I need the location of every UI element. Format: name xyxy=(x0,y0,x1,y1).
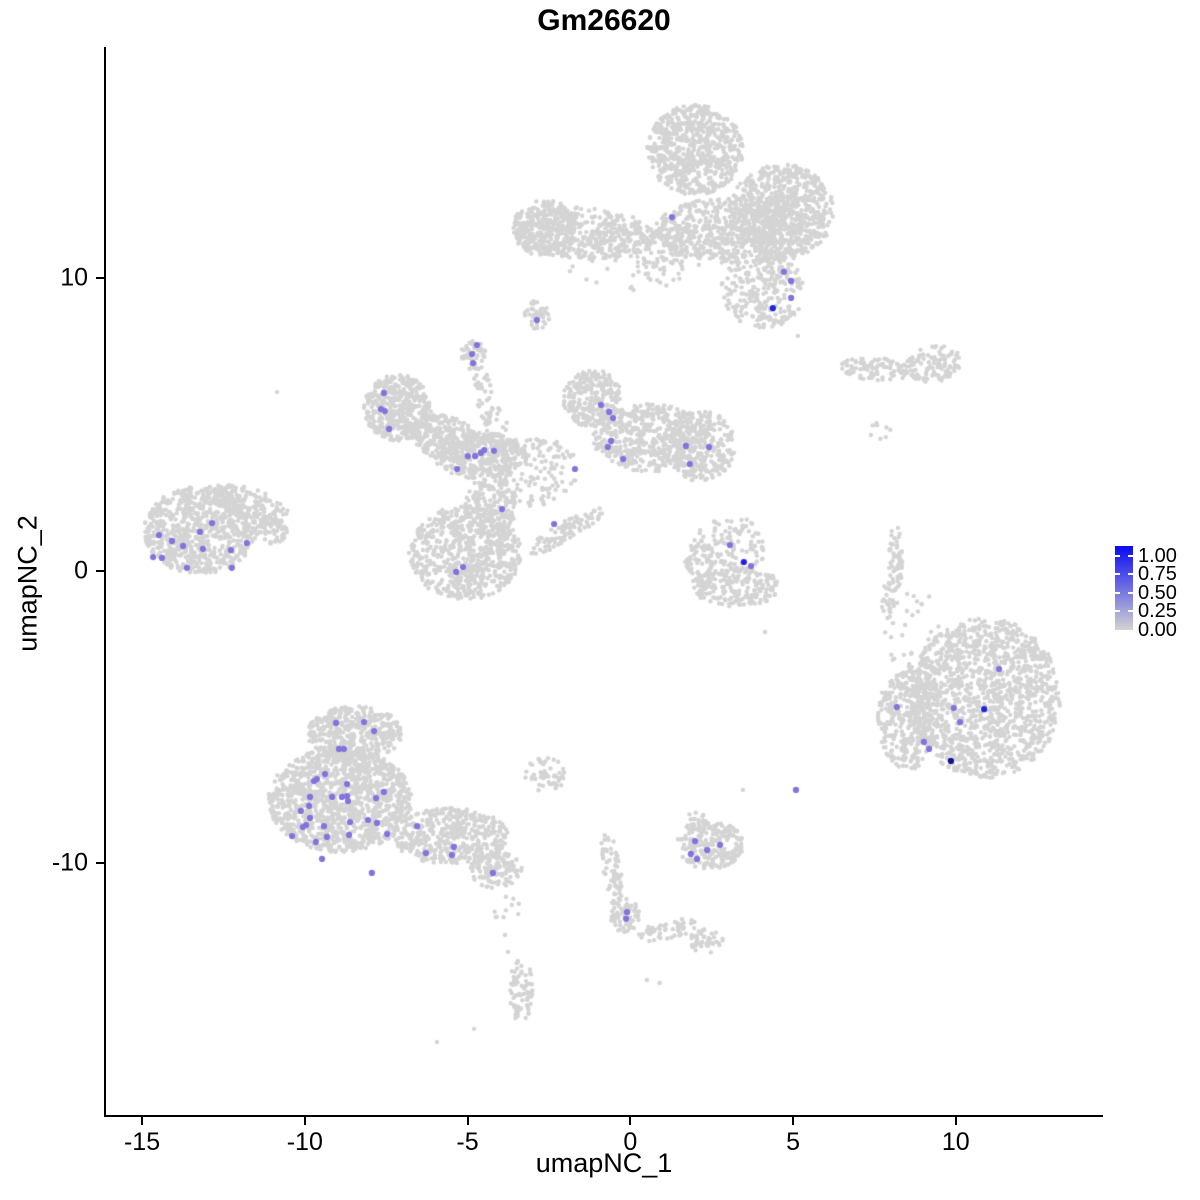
colorbar-tick-mark xyxy=(1115,555,1120,557)
y-axis-line xyxy=(104,47,106,1117)
y-tick-label: 10 xyxy=(60,263,88,292)
x-tick-label: 0 xyxy=(623,1128,638,1156)
y-tick-label: 0 xyxy=(74,556,88,584)
colorbar-tick-mark xyxy=(1115,591,1120,594)
colorbar-label: 0.25 xyxy=(1138,600,1177,623)
x-tick-mark xyxy=(954,1117,957,1125)
colorbar-gradient xyxy=(1115,546,1133,630)
colorbar-tick-mark xyxy=(1128,555,1133,557)
colorbar-tick-mark xyxy=(1115,573,1120,576)
colorbar-label: 0.50 xyxy=(1138,581,1177,604)
y-tick-mark xyxy=(96,862,104,864)
colorbar-label: 0.75 xyxy=(1138,563,1177,586)
x-axis-title: umapNC_1 xyxy=(535,1148,673,1178)
x-axis-line xyxy=(104,1115,1103,1117)
y-tick-label: -10 xyxy=(51,848,88,877)
plot-title: Gm26620 xyxy=(537,4,671,37)
colorbar-label: 1.00 xyxy=(1138,545,1177,567)
colorbar-tick-mark xyxy=(1115,610,1120,613)
x-tick-mark xyxy=(792,1117,795,1125)
colorbar-label: 0.00 xyxy=(1138,618,1177,641)
y-axis-title: umapNC_2 xyxy=(12,515,43,652)
colorbar-tick-mark xyxy=(1128,591,1133,594)
x-tick-label: -10 xyxy=(286,1128,323,1156)
x-tick-mark xyxy=(141,1117,144,1125)
x-tick-mark xyxy=(466,1117,469,1125)
x-tick-mark xyxy=(303,1117,306,1125)
y-tick-mark xyxy=(96,277,104,279)
x-tick-label: 10 xyxy=(941,1128,970,1156)
expression-colorbar-legend: 1.00 0.75 0.50 0.25 0.00 xyxy=(1108,540,1200,640)
colorbar-tick-mark xyxy=(1128,610,1133,613)
y-tick-mark xyxy=(96,569,104,572)
x-tick-label: -15 xyxy=(123,1128,161,1156)
x-tick-label: -5 xyxy=(456,1128,479,1156)
x-tick-mark xyxy=(629,1117,632,1125)
colorbar-tick-mark xyxy=(1128,573,1133,576)
x-tick-label: 5 xyxy=(786,1128,800,1156)
